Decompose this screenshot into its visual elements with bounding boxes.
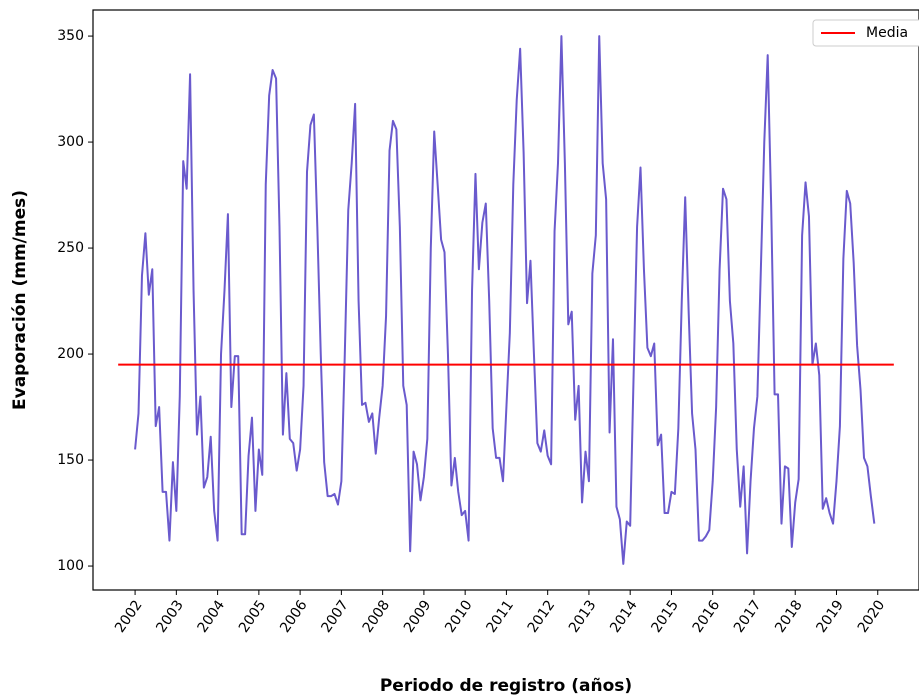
x-tick-label: 2012 (525, 597, 559, 635)
x-tick-label: 2019 (813, 597, 847, 635)
y-tick-label: 200 (57, 346, 84, 362)
x-tick-label: 2014 (607, 597, 641, 635)
legend-label: Media (866, 25, 908, 41)
y-axis-title: Evaporación (mm/mes) (10, 190, 30, 410)
x-tick-label: 2009 (401, 597, 435, 635)
y-tick-label: 300 (57, 134, 84, 150)
x-tick-label: 2006 (277, 597, 311, 635)
x-tick-label: 2018 (772, 597, 806, 635)
x-tick-label: 2016 (690, 597, 724, 635)
x-tick-label: 2020 (855, 597, 889, 635)
legend: Media (812, 19, 919, 47)
y-tick-label: 100 (57, 558, 84, 574)
x-tick-label: 2004 (195, 597, 229, 635)
x-tick-label: 2015 (648, 597, 682, 635)
x-tick-label: 2013 (566, 597, 600, 635)
x-tick-label: 2005 (236, 597, 270, 635)
x-tick-label: 2010 (442, 597, 476, 635)
x-tick-label: 2017 (731, 597, 765, 635)
data-line (134, 35, 876, 565)
y-tick-label: 150 (57, 452, 84, 468)
x-tick-label: 2007 (318, 597, 352, 635)
x-tick-label: 2002 (112, 597, 146, 635)
x-axis-title: Periodo de registro (años) (380, 676, 632, 695)
legend-box (812, 19, 919, 47)
y-tick-label: 350 (57, 28, 84, 44)
x-tick-label: 2003 (153, 597, 187, 635)
y-tick-label: 250 (57, 240, 84, 256)
x-tick-label: 2008 (360, 597, 394, 635)
x-tick-label: 2011 (483, 597, 517, 635)
